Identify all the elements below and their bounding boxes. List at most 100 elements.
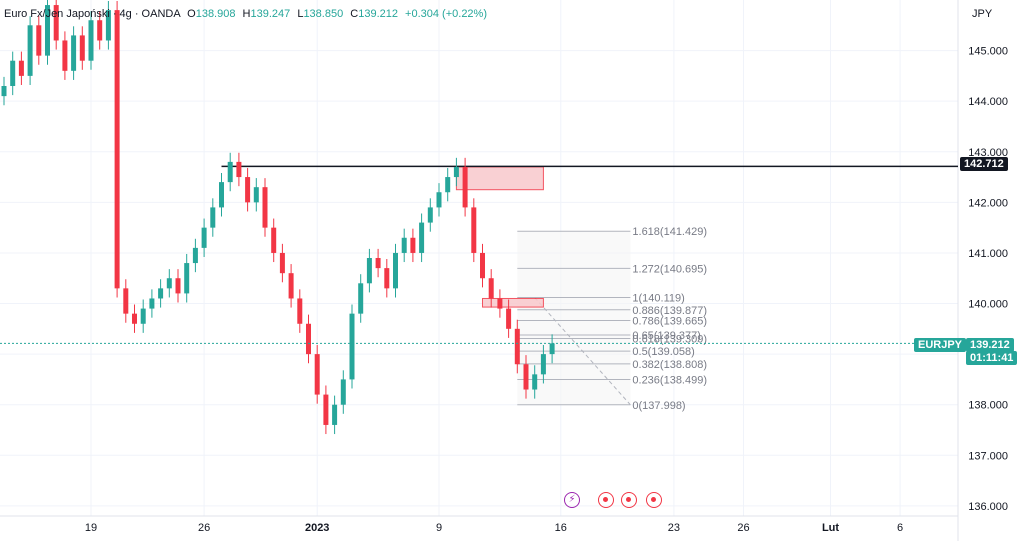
y-tick-label: 136.000 xyxy=(968,501,1008,513)
candle-body xyxy=(27,25,33,76)
candle-body xyxy=(445,177,451,193)
candle-body xyxy=(236,161,242,178)
candle-body xyxy=(132,313,137,324)
high-value: 139.247 xyxy=(250,8,291,20)
candle-body xyxy=(393,252,398,289)
candle-body xyxy=(18,60,24,76)
x-tick-label: 2023 xyxy=(305,522,329,534)
economic-event-icon[interactable] xyxy=(621,492,637,508)
candle-body xyxy=(245,177,251,203)
change-value: +0.304 (+0.22%) xyxy=(405,8,487,20)
candle-body xyxy=(419,222,425,253)
candle-body xyxy=(401,237,407,253)
candle-body xyxy=(549,343,555,355)
fibonacci-level-label: 1.618(141.429) xyxy=(632,226,707,238)
candle-body xyxy=(1,86,7,97)
candle-body xyxy=(349,313,355,380)
open-value: 138.908 xyxy=(195,8,236,20)
candle-body xyxy=(210,207,216,228)
candle-body xyxy=(410,237,416,253)
candle-body xyxy=(506,308,512,329)
candle-body xyxy=(532,374,538,390)
close-label: C xyxy=(350,8,359,20)
candle-body xyxy=(523,364,529,390)
last-price-tag: 139.212 xyxy=(966,338,1014,352)
candle-body xyxy=(288,273,294,299)
candle-body xyxy=(184,263,190,294)
low-value: 138.850 xyxy=(303,8,344,20)
candle-body xyxy=(97,20,103,41)
candle-body xyxy=(323,394,329,425)
fibonacci-trend-line xyxy=(534,297,631,406)
y-tick-label: 137.000 xyxy=(968,450,1008,462)
candle-body xyxy=(88,20,94,61)
economic-event-icon[interactable] xyxy=(598,492,614,508)
candle-body xyxy=(480,252,485,279)
candle-body xyxy=(462,166,468,208)
candle-body xyxy=(36,25,42,56)
y-tick-label: 145.000 xyxy=(968,46,1008,58)
x-tick-label: Lut xyxy=(822,522,839,534)
candle-body xyxy=(384,268,390,289)
x-tick-label: 9 xyxy=(436,522,442,534)
x-tick-label: 6 xyxy=(897,522,903,534)
candle-body xyxy=(497,298,503,309)
candle-body xyxy=(366,258,372,284)
candle-body xyxy=(114,10,120,289)
fibonacci-level-label: 0.65(139.377) xyxy=(632,330,701,342)
candle-body xyxy=(427,207,433,223)
candle-body xyxy=(279,252,285,274)
x-tick-label: 26 xyxy=(198,522,210,534)
candle-body xyxy=(306,323,311,355)
candle-body xyxy=(62,40,68,71)
fibonacci-level-label: 0.382(138.808) xyxy=(632,359,707,371)
symbol-legend: Euro Fx/Jen Japoński · 4g · OANDA O138.9… xyxy=(4,8,487,20)
y-tick-label: 138.000 xyxy=(968,400,1008,412)
close-value: 139.212 xyxy=(358,8,398,20)
candle-body xyxy=(340,379,346,405)
candle-body xyxy=(45,5,50,56)
bar-countdown: 01:11:41 xyxy=(966,351,1018,365)
fibonacci-level-label: 0.5(139.058) xyxy=(632,346,694,358)
y-tick-label: 142.000 xyxy=(968,197,1008,209)
candle-body xyxy=(158,288,164,299)
fibonacci-level-label: 0.786(139.665) xyxy=(632,315,707,327)
candle-body xyxy=(105,10,111,41)
candle-body xyxy=(332,404,338,425)
supply-zone xyxy=(455,166,544,191)
candle-body xyxy=(314,354,320,395)
candle-body xyxy=(253,187,259,203)
fibonacci-level-label: 1.272(140.695) xyxy=(632,263,707,275)
candle-body xyxy=(297,298,303,324)
candle-body xyxy=(488,278,494,299)
candle-body xyxy=(201,227,207,248)
x-tick-label: 19 xyxy=(85,522,97,534)
candle-body xyxy=(436,192,442,208)
x-tick-label: 26 xyxy=(737,522,749,534)
low-label: L xyxy=(297,8,304,20)
candle-body xyxy=(192,247,198,264)
x-tick-label: 16 xyxy=(555,522,567,534)
economic-event-icon[interactable] xyxy=(646,492,662,508)
candle-body xyxy=(149,298,155,309)
candle-body xyxy=(175,278,181,294)
y-tick-label: 141.000 xyxy=(968,248,1008,260)
candle-body xyxy=(79,35,85,61)
candle-body xyxy=(471,207,477,253)
y-tick-label: 140.000 xyxy=(968,299,1008,311)
lightning-icon[interactable]: ⚡ xyxy=(564,492,580,508)
candle-body xyxy=(514,328,520,365)
fibonacci-level-label: 0.236(138.499) xyxy=(632,374,707,386)
currency-label: JPY xyxy=(972,8,993,20)
candle-body xyxy=(166,278,172,289)
candle-body xyxy=(227,161,233,183)
symbol-tag[interactable]: EURJPY xyxy=(914,338,967,352)
candle-body xyxy=(53,5,59,41)
fibonacci-level-label: 0.886(139.877) xyxy=(632,305,707,317)
candle-body xyxy=(453,166,459,178)
symbol-name[interactable]: Euro Fx/Jen Japoński · 4g · OANDA xyxy=(4,8,181,20)
candle-body xyxy=(10,60,16,86)
candle-body xyxy=(219,182,224,208)
candle-body xyxy=(71,35,77,71)
